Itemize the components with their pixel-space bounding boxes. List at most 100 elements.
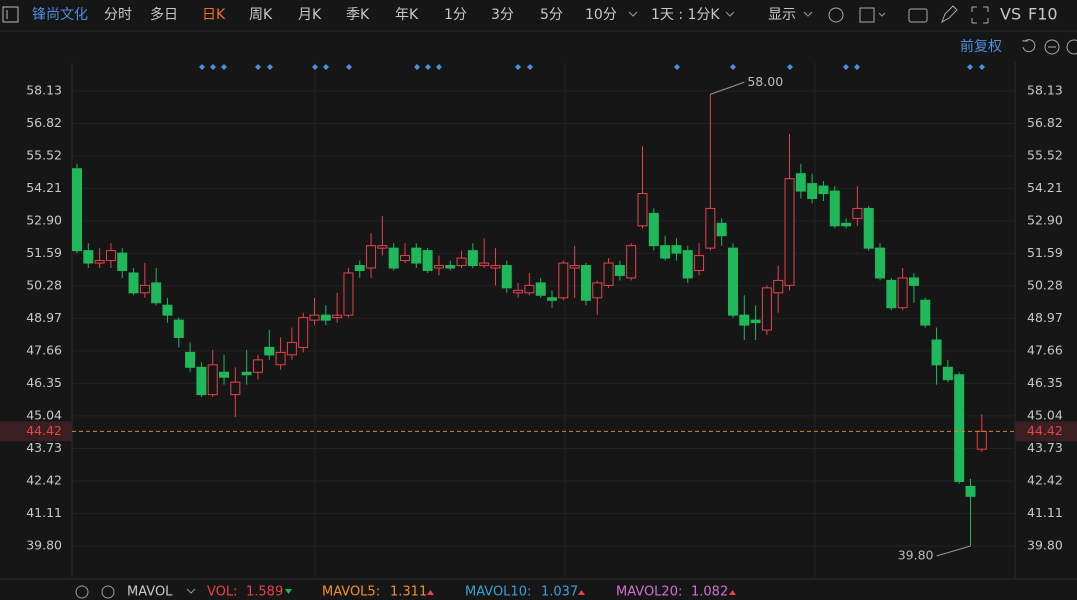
chevron [186, 588, 196, 594]
indicator-label: MAVOL10: [465, 585, 531, 600]
candle-body [456, 257, 467, 267]
candle-body [671, 245, 682, 254]
candle-body [445, 265, 456, 269]
candle-body [852, 207, 863, 219]
tab[interactable]: 分时 [104, 7, 132, 23]
icon[interactable] [2, 6, 19, 23]
candle-body [173, 319, 184, 338]
tab[interactable]: 年K [395, 7, 419, 23]
min-label: 39.80 [898, 547, 934, 562]
icon[interactable] [859, 7, 875, 23]
tab[interactable]: 多日 [150, 6, 178, 23]
y-tick-label: 55.52 [26, 147, 62, 162]
candle-body [490, 265, 501, 269]
tab[interactable]: 10分 [585, 7, 617, 23]
tab[interactable]: 5分 [540, 7, 563, 23]
y-tick-label-right: 58.13 [1027, 83, 1063, 98]
candle-body [399, 255, 410, 262]
candle-body [682, 250, 693, 279]
candle-body [185, 351, 196, 368]
y-tick-label: 42.42 [26, 472, 62, 487]
tab[interactable]: 周K [249, 7, 273, 23]
candle-body [286, 341, 297, 356]
camera-icon[interactable] [908, 8, 928, 23]
tab[interactable]: 月K [298, 7, 322, 23]
plot-frame [0, 62, 1077, 580]
candle-body [151, 282, 162, 304]
y-tick-label: 41.11 [26, 505, 62, 520]
y-tick-label-right: 56.82 [1027, 115, 1063, 130]
candle-body [501, 265, 512, 289]
y-tick-label-right: 47.66 [1027, 342, 1063, 357]
arrow-up [578, 590, 585, 595]
display[interactable]: 显示 [768, 7, 796, 23]
arrow-up [729, 590, 736, 595]
chevron[interactable] [628, 11, 638, 17]
zoom-in[interactable] [1066, 39, 1077, 55]
range[interactable]: 1天 : 1分K [651, 7, 720, 23]
stock-name[interactable]: 锋尚文化 [32, 7, 88, 23]
candle-body [524, 284, 535, 294]
y-tick-label: 54.21 [26, 180, 62, 195]
indicator-value: 1.037 [541, 585, 578, 600]
candle-body [354, 265, 365, 271]
candle-body [139, 284, 150, 294]
tab[interactable]: 3分 [491, 7, 514, 23]
settings-icon[interactable] [75, 585, 89, 599]
indicator-label: MAVOL20: [616, 585, 682, 600]
y-tick-label-right: 50.28 [1027, 277, 1063, 292]
candle-body [219, 371, 230, 378]
candle-body [207, 364, 218, 396]
y-tick-label: 45.04 [26, 407, 62, 422]
y-tick-label-right: 45.04 [1027, 407, 1063, 422]
last-price-label: 44.42 [26, 423, 62, 438]
pen-icon[interactable] [941, 5, 958, 24]
candle-body [196, 366, 207, 396]
arrow-up [427, 590, 434, 595]
indicator-name[interactable]: MAVOL [127, 585, 173, 600]
tab[interactable]: 1分 [444, 7, 467, 23]
candle-body [818, 185, 829, 195]
zoom-out[interactable] [1044, 39, 1060, 55]
candle-body [411, 247, 422, 264]
event-marker[interactable] [199, 64, 985, 70]
f10[interactable]: F10 [1028, 5, 1058, 24]
candle-body [309, 314, 320, 321]
candle-body [117, 252, 128, 271]
indicator-value: 1.589 [246, 585, 283, 600]
arrow-down [285, 589, 292, 594]
y-tick-label: 46.35 [26, 375, 62, 390]
candle-body [841, 222, 852, 227]
candle-body [829, 190, 840, 227]
fullscreen-icon[interactable] [971, 6, 989, 24]
candle-body [863, 207, 874, 249]
settings-icon[interactable] [828, 7, 844, 23]
toolbar: 锋尚文化 分时 多日 日K 周K 月K 季K 年K 1分 3分 5分 10分 1… [0, 5, 1077, 55]
max-label: 58.00 [747, 74, 783, 89]
candle-body [705, 207, 716, 249]
candle-body [660, 245, 671, 259]
tab[interactable]: 季K [346, 7, 370, 23]
adjust[interactable]: 前复权 [960, 38, 1002, 55]
y-tick-label-right: 54.21 [1027, 180, 1063, 195]
candle-body [795, 173, 806, 192]
candle-body [908, 277, 919, 286]
candle-body [320, 314, 331, 321]
candle-body [931, 339, 942, 366]
candle-body [569, 265, 580, 269]
candle-body [513, 289, 524, 294]
indicator-bar: MAVOL VOL: 1.589 MAVOL5: 1.311 MAVOL10: … [75, 585, 736, 600]
y-tick-label-right: 42.42 [1027, 472, 1063, 487]
y-tick-label-right: 43.73 [1027, 440, 1063, 455]
candle-body [433, 265, 444, 269]
tab-active[interactable]: 日K [202, 7, 226, 23]
indicator-value: 1.311 [390, 585, 427, 600]
vs[interactable]: VS [1000, 5, 1021, 24]
candle-body [784, 178, 795, 286]
chevron [725, 11, 735, 17]
candle-body [942, 366, 953, 381]
reset-icon[interactable] [1022, 39, 1036, 53]
candle-body [83, 250, 94, 264]
close-icon[interactable] [101, 585, 115, 599]
